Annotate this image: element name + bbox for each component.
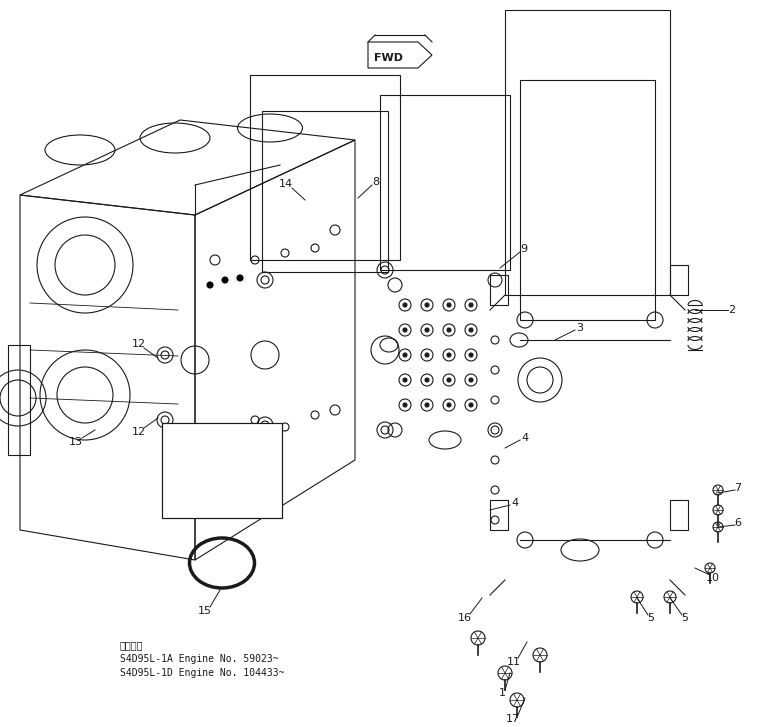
Text: 14: 14 [279,179,293,189]
Circle shape [469,403,473,407]
Circle shape [447,303,451,307]
Circle shape [207,282,213,288]
Bar [520,80,655,320]
Bar [262,111,388,272]
Circle shape [222,277,228,283]
Circle shape [447,378,451,382]
Bar [380,95,510,270]
Circle shape [425,353,429,357]
Circle shape [403,328,407,332]
Circle shape [403,403,407,407]
Circle shape [425,403,429,407]
Text: 15: 15 [198,606,212,616]
Text: FWD: FWD [374,53,403,63]
Bar [505,10,670,295]
Text: 1: 1 [499,688,505,698]
Text: 12: 12 [132,339,146,349]
Bar [670,265,688,295]
Text: 4: 4 [512,498,518,508]
Text: 3: 3 [577,323,584,333]
Circle shape [237,449,243,455]
Circle shape [447,403,451,407]
Bar [162,423,282,518]
Text: S4D95L-1A Engine No. 59023~: S4D95L-1A Engine No. 59023~ [120,654,279,664]
Bar [250,75,400,260]
Circle shape [403,353,407,357]
Circle shape [222,445,228,451]
Circle shape [469,353,473,357]
Text: 6: 6 [735,518,742,528]
Circle shape [469,328,473,332]
Text: 7: 7 [735,483,742,493]
Circle shape [425,303,429,307]
Text: 17: 17 [506,714,520,724]
Circle shape [447,353,451,357]
Bar [670,500,688,530]
Bar [490,500,508,530]
Bar [490,275,508,305]
Circle shape [469,303,473,307]
Circle shape [469,378,473,382]
Circle shape [425,378,429,382]
Circle shape [207,437,213,443]
Text: 8: 8 [373,177,380,187]
Text: 16: 16 [458,613,472,623]
Text: 11: 11 [507,657,521,667]
Bar [162,423,282,518]
Text: S4D95L-1D Engine No. 104433~: S4D95L-1D Engine No. 104433~ [120,668,285,678]
Circle shape [237,275,243,281]
Text: 10: 10 [706,573,720,583]
Text: 13: 13 [69,437,83,447]
Text: 5: 5 [682,613,688,623]
Circle shape [403,378,407,382]
Circle shape [403,303,407,307]
Text: 5: 5 [647,613,654,623]
Text: 12: 12 [132,427,146,437]
Text: 9: 9 [521,244,528,254]
Circle shape [447,328,451,332]
Circle shape [425,328,429,332]
Text: 2: 2 [729,305,735,315]
Text: 適用号機: 適用号機 [120,640,143,650]
Text: 4: 4 [521,433,528,443]
